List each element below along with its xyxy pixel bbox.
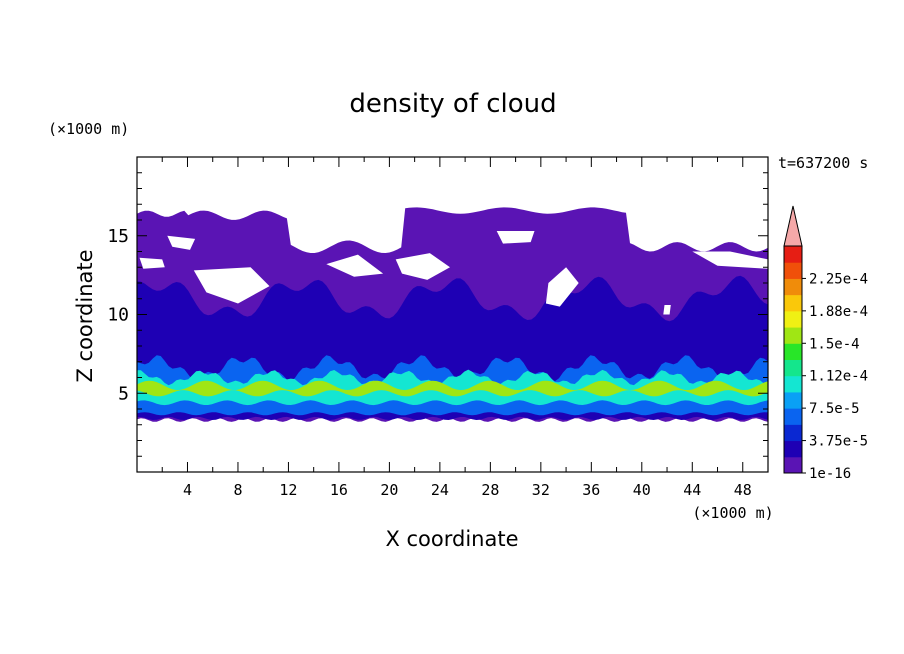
colorbar-swatch	[784, 278, 802, 296]
colorbar-label: 7.5e-5	[809, 401, 860, 417]
y-tick-label: 15	[107, 226, 129, 247]
clear-air-region	[635, 216, 667, 230]
clear-air-region	[395, 253, 450, 280]
colorbar-label: 1.12e-4	[809, 369, 868, 385]
x-tick-label: 28	[481, 481, 499, 499]
colorbar-label: 2.25e-4	[809, 271, 868, 287]
colorbar-extend-arrow	[783, 205, 803, 247]
clear-air-region	[307, 238, 327, 247]
clear-air-region	[545, 267, 579, 307]
colorbar-label: 3.75e-5	[809, 434, 868, 450]
colorbar-label: 1e-16	[809, 466, 851, 482]
y-unit-label: (×1000 m)	[48, 120, 129, 138]
colorbar-swatch	[784, 327, 802, 344]
cloud-band-4	[137, 369, 768, 406]
y-tick-label: 10	[107, 305, 129, 326]
y-axis-label: Z coordinate	[73, 249, 97, 382]
x-axis-label: X coordinate	[385, 527, 518, 551]
colorbar-swatch	[784, 262, 802, 279]
cloud-band-5	[137, 380, 768, 397]
clear-air-region	[692, 251, 768, 269]
time-label: t=637200 s	[778, 154, 868, 172]
colorbar-label: 1.88e-4	[809, 304, 868, 320]
clear-air-region	[139, 257, 165, 269]
clear-air-region	[496, 231, 535, 244]
colorbar: 1e-16 3.75e-5 7.5e-5 1.12e-4 1.5e-4 1.88e-4 2.…	[783, 205, 868, 482]
colorbar-swatch	[784, 246, 802, 263]
colorbar-label: 1.5e-4	[809, 336, 860, 352]
colorbar-swatch	[784, 408, 802, 425]
colorbar-swatch	[784, 359, 802, 377]
colorbar-swatch	[784, 294, 802, 312]
x-tick-label: 4	[183, 481, 192, 499]
x-tick-label: 40	[633, 481, 651, 499]
x-unit-label: (×1000 m)	[692, 504, 773, 522]
x-axis-ticks: 4 8 12 16 20 24 28 32 36 40 44 48	[161, 157, 752, 499]
colorbar-swatch	[784, 391, 802, 409]
x-tick-label: 20	[380, 481, 398, 499]
colorbar-frame	[783, 245, 803, 474]
chart-title: density of cloud	[349, 89, 556, 119]
x-tick-label: 32	[532, 481, 550, 499]
x-tick-label: 44	[683, 481, 701, 499]
y-axis-ticks: 5 10 15	[107, 172, 768, 457]
y-tick-label: 5	[118, 383, 129, 404]
colorbar-swatch	[784, 310, 802, 328]
x-tick-label: 16	[330, 481, 348, 499]
x-tick-label: 12	[279, 481, 297, 499]
x-tick-label: 8	[233, 481, 242, 499]
colorbar-swatch	[784, 440, 802, 458]
x-tick-label: 24	[431, 481, 449, 499]
x-tick-label: 48	[734, 481, 752, 499]
clear-air-region	[167, 235, 196, 250]
clear-air-region	[326, 254, 384, 277]
colorbar-swatch	[784, 343, 802, 360]
x-tick-label: 36	[582, 481, 600, 499]
colorbar-swatch	[784, 424, 802, 442]
clear-air-region	[663, 305, 671, 315]
colorbar-swatch	[784, 456, 802, 474]
plot-area	[137, 207, 768, 422]
colorbar-swatch	[784, 375, 802, 393]
clear-air-region	[193, 267, 270, 304]
